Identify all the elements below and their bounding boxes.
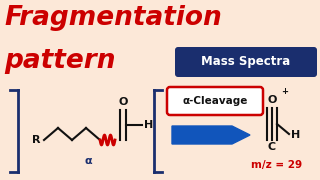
Text: α-Cleavage: α-Cleavage bbox=[182, 96, 248, 106]
Text: m/z = 29: m/z = 29 bbox=[252, 160, 303, 170]
FancyBboxPatch shape bbox=[175, 47, 317, 77]
Text: O: O bbox=[267, 95, 277, 105]
Text: H: H bbox=[291, 130, 300, 140]
Text: C: C bbox=[268, 142, 276, 152]
Text: Fragmentation: Fragmentation bbox=[4, 5, 222, 31]
Text: O: O bbox=[118, 97, 128, 107]
FancyArrow shape bbox=[172, 126, 250, 144]
FancyBboxPatch shape bbox=[167, 87, 263, 115]
Text: Mass Spectra: Mass Spectra bbox=[201, 55, 291, 69]
Text: α: α bbox=[84, 156, 92, 166]
Text: pattern: pattern bbox=[4, 48, 116, 74]
Text: H: H bbox=[144, 120, 153, 130]
Text: +: + bbox=[282, 87, 289, 96]
Text: R: R bbox=[32, 135, 41, 145]
